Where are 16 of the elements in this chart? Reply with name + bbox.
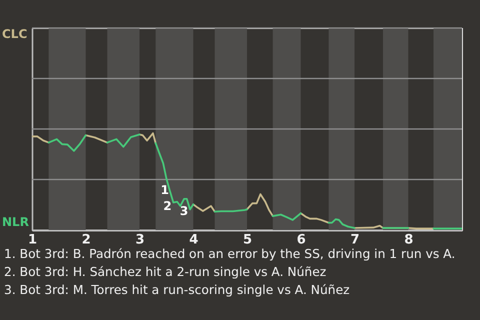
annotation: 3	[180, 204, 188, 218]
text: CLC	[2, 27, 28, 41]
x-tick-label: 1	[28, 232, 38, 248]
x-tick-label: 2	[82, 232, 91, 248]
text: 3. Bot 3rd: M. Torres hit a run-scoring single vs A. Núñez	[4, 283, 350, 297]
x-tick-label: 4	[189, 232, 198, 248]
x-tick-label: 8	[404, 232, 414, 248]
x-tick-label: 7	[350, 232, 360, 248]
text: NLR	[2, 215, 29, 229]
text: 2. Bot 3rd: H. Sánchez hit a 2-run single vs A. Núñez	[4, 265, 326, 279]
annotation: 1	[160, 183, 169, 198]
x-tick-label: 5	[242, 232, 252, 248]
x-tick-label: 3	[135, 232, 145, 248]
text: 1. Bot 3rd: B. Padrón reached on an error by the SS, driving in 1 run vs A.	[4, 247, 456, 261]
x-tick-label: 6	[296, 232, 306, 248]
annotation: 2	[163, 199, 172, 214]
